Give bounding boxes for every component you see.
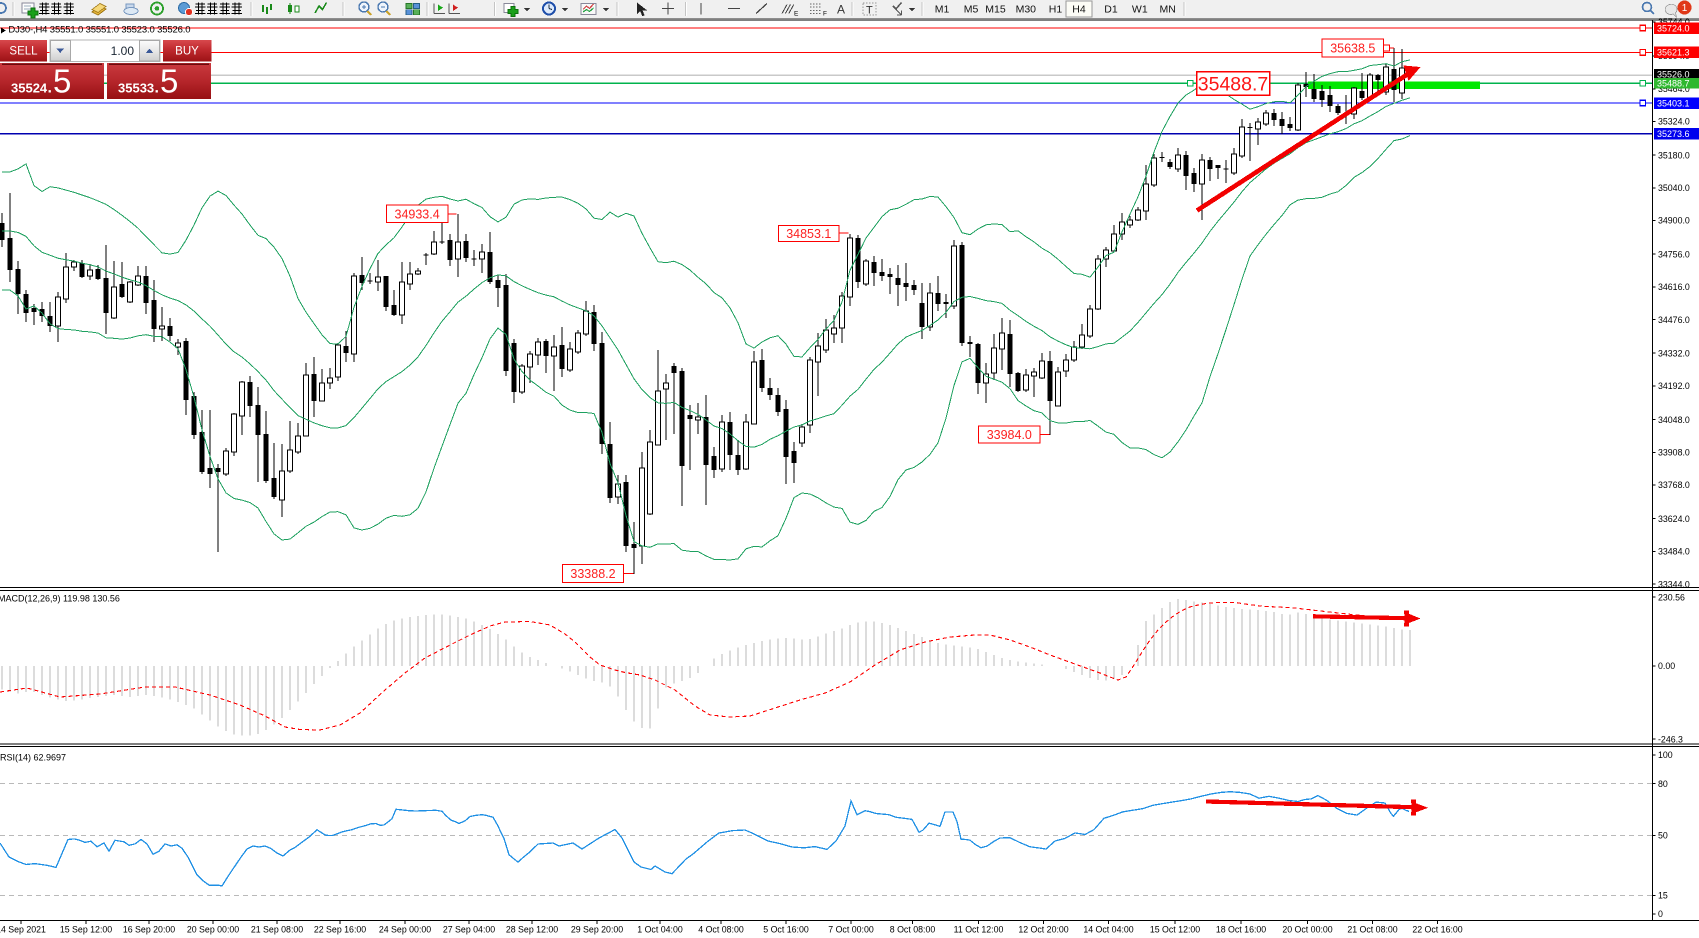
svg-text:-246.3: -246.3 bbox=[1658, 734, 1683, 744]
svg-text:1: 1 bbox=[1682, 3, 1688, 14]
svg-text:1 Oct 04:00: 1 Oct 04:00 bbox=[637, 925, 683, 935]
svg-text:8 Oct 08:00: 8 Oct 08:00 bbox=[890, 925, 936, 935]
svg-text:15 Oct 12:00: 15 Oct 12:00 bbox=[1150, 925, 1200, 935]
svg-text:35524: 35524 bbox=[11, 81, 48, 96]
svg-text:29 Sep 20:00: 29 Sep 20:00 bbox=[571, 925, 623, 935]
svg-text:34933.4: 34933.4 bbox=[395, 207, 440, 221]
svg-text:20 Oct 00:00: 20 Oct 00:00 bbox=[1282, 925, 1332, 935]
svg-text:28 Sep 12:00: 28 Sep 12:00 bbox=[506, 925, 558, 935]
svg-text:35638.5: 35638.5 bbox=[1330, 42, 1375, 56]
svg-text:34756.0: 34756.0 bbox=[1658, 249, 1690, 259]
svg-text:18 Oct 16:00: 18 Oct 16:00 bbox=[1216, 925, 1266, 935]
svg-text:H1: H1 bbox=[1049, 4, 1063, 16]
svg-text:15 Sep 12:00: 15 Sep 12:00 bbox=[60, 925, 112, 935]
svg-text:0: 0 bbox=[1658, 909, 1663, 919]
svg-text:M15: M15 bbox=[985, 4, 1006, 16]
svg-text:35488.7: 35488.7 bbox=[1657, 79, 1690, 89]
svg-text:T: T bbox=[866, 5, 873, 17]
svg-text:33388.2: 33388.2 bbox=[570, 567, 615, 581]
svg-text:35724.0: 35724.0 bbox=[1657, 23, 1690, 33]
svg-text:34616.0: 34616.0 bbox=[1658, 282, 1690, 292]
svg-text:35324.0: 35324.0 bbox=[1658, 117, 1690, 127]
svg-text:35403.1: 35403.1 bbox=[1657, 98, 1690, 108]
svg-text:RSI(14) 62.9697: RSI(14) 62.9697 bbox=[0, 753, 66, 763]
svg-text:35621.3: 35621.3 bbox=[1657, 48, 1690, 58]
svg-text:33768.0: 33768.0 bbox=[1658, 480, 1690, 490]
svg-text:24 Sep 00:00: 24 Sep 00:00 bbox=[379, 925, 431, 935]
svg-text:14 Sep 2021: 14 Sep 2021 bbox=[0, 925, 46, 935]
svg-text:33624.0: 33624.0 bbox=[1658, 514, 1690, 524]
svg-text:16 Sep 20:00: 16 Sep 20:00 bbox=[123, 925, 175, 935]
svg-text:DJ30-,H4 35551.0 35551.0 3552: DJ30-,H4 35551.0 35551.0 35523.0 35526.0 bbox=[8, 25, 190, 36]
svg-text:35533: 35533 bbox=[118, 81, 154, 96]
svg-text:.: . bbox=[155, 80, 159, 97]
svg-text:22 Sep 16:00: 22 Sep 16:00 bbox=[314, 925, 366, 935]
svg-text:35273.6: 35273.6 bbox=[1657, 129, 1690, 139]
svg-text:34048.0: 34048.0 bbox=[1658, 415, 1690, 425]
svg-text:35526.0: 35526.0 bbox=[1657, 69, 1690, 79]
svg-text:27 Sep 04:00: 27 Sep 04:00 bbox=[443, 925, 495, 935]
svg-text:35488.7: 35488.7 bbox=[1198, 74, 1269, 96]
svg-text:35744.0: 35744.0 bbox=[1658, 17, 1690, 27]
svg-text:D1: D1 bbox=[1104, 4, 1118, 16]
svg-text:34332.0: 34332.0 bbox=[1658, 348, 1690, 358]
svg-text:34900.0: 34900.0 bbox=[1658, 216, 1690, 226]
svg-text:5 Oct 16:00: 5 Oct 16:00 bbox=[763, 925, 809, 935]
svg-text:100: 100 bbox=[1658, 750, 1673, 760]
svg-text:21 Sep 08:00: 21 Sep 08:00 bbox=[251, 925, 303, 935]
svg-text:80: 80 bbox=[1658, 779, 1668, 789]
svg-text:E: E bbox=[794, 11, 799, 18]
svg-text:5: 5 bbox=[160, 63, 178, 100]
svg-text:MN: MN bbox=[1160, 4, 1176, 16]
svg-text:15: 15 bbox=[1658, 891, 1668, 901]
svg-text:35040.0: 35040.0 bbox=[1658, 183, 1690, 193]
svg-text:20 Sep 00:00: 20 Sep 00:00 bbox=[187, 925, 239, 935]
svg-text:34853.1: 34853.1 bbox=[786, 227, 831, 241]
svg-text:35180.0: 35180.0 bbox=[1658, 150, 1690, 160]
svg-text:35464.0: 35464.0 bbox=[1658, 84, 1690, 94]
svg-text:1.00: 1.00 bbox=[111, 44, 135, 58]
svg-text:BUY: BUY bbox=[175, 46, 199, 58]
svg-text:M30: M30 bbox=[1016, 4, 1037, 16]
svg-text:33984.0: 33984.0 bbox=[987, 428, 1032, 442]
svg-text:M1: M1 bbox=[935, 4, 950, 16]
svg-text:4 Oct 08:00: 4 Oct 08:00 bbox=[698, 925, 744, 935]
svg-text:7 Oct 00:00: 7 Oct 00:00 bbox=[828, 925, 874, 935]
svg-text:33344.0: 33344.0 bbox=[1658, 579, 1690, 589]
svg-text:50: 50 bbox=[1658, 831, 1668, 841]
svg-text:F: F bbox=[823, 11, 827, 18]
svg-text:12 Oct 20:00: 12 Oct 20:00 bbox=[1018, 925, 1068, 935]
svg-text:33908.0: 33908.0 bbox=[1658, 448, 1690, 458]
svg-text:21 Oct 08:00: 21 Oct 08:00 bbox=[1347, 925, 1397, 935]
svg-text:22 Oct 16:00: 22 Oct 16:00 bbox=[1412, 925, 1462, 935]
svg-text:14 Oct 04:00: 14 Oct 04:00 bbox=[1083, 925, 1133, 935]
svg-text:A: A bbox=[837, 3, 845, 17]
svg-text:.: . bbox=[48, 80, 52, 97]
svg-text:H4: H4 bbox=[1072, 4, 1086, 16]
svg-text:SELL: SELL bbox=[9, 46, 38, 58]
svg-text:11 Oct 12:00: 11 Oct 12:00 bbox=[954, 925, 1004, 935]
svg-text:0.00: 0.00 bbox=[1658, 661, 1675, 671]
svg-text:M5: M5 bbox=[964, 4, 979, 16]
svg-text:5: 5 bbox=[53, 63, 71, 100]
svg-text:34192.0: 34192.0 bbox=[1658, 381, 1690, 391]
svg-text:230.56: 230.56 bbox=[1658, 592, 1685, 602]
svg-text:34476.0: 34476.0 bbox=[1658, 315, 1690, 325]
svg-text:W1: W1 bbox=[1132, 4, 1148, 16]
svg-text:MACD(12,26,9) 119.98 130.56: MACD(12,26,9) 119.98 130.56 bbox=[0, 594, 120, 604]
svg-text:33484.0: 33484.0 bbox=[1658, 547, 1690, 557]
